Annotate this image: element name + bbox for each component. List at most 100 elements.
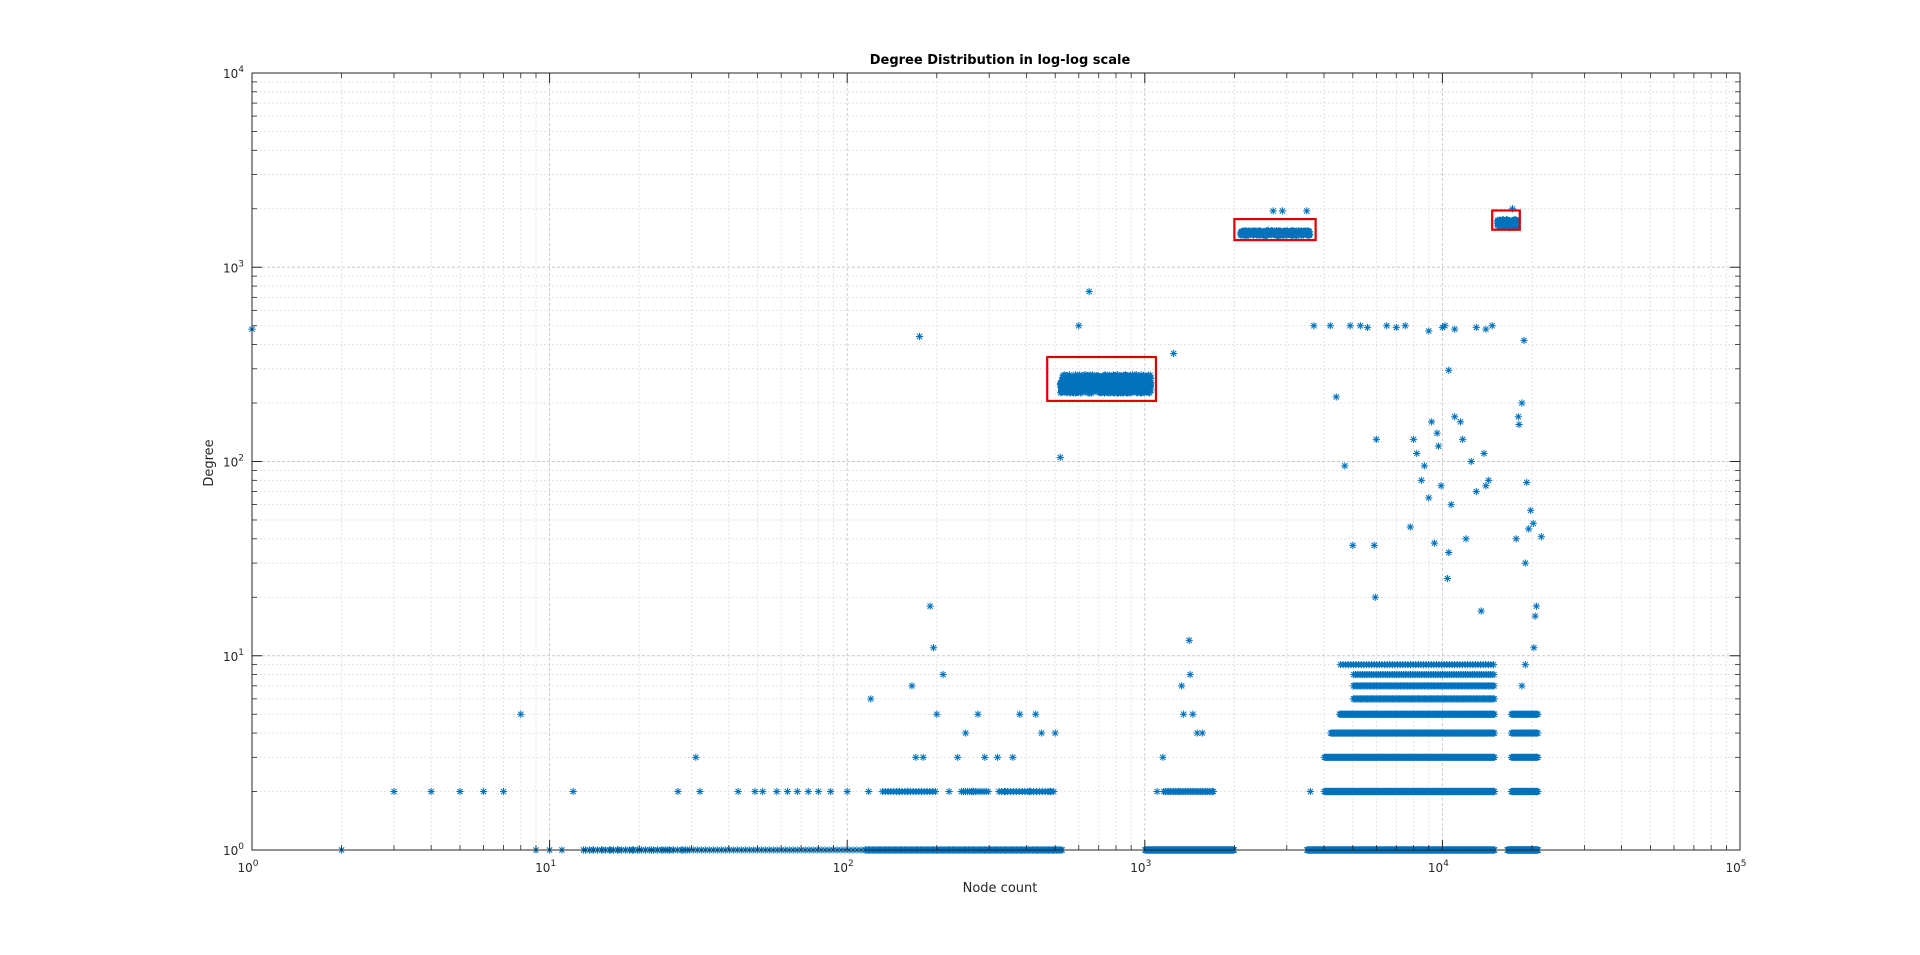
data-point: [945, 787, 953, 796]
data-point: [1185, 636, 1193, 644]
data-point: [1106, 377, 1115, 385]
data-point: [1066, 373, 1075, 381]
data-point: [1370, 541, 1378, 549]
data-point: [1383, 322, 1391, 330]
data-point: [1302, 229, 1310, 237]
data-point: [1271, 229, 1279, 238]
data-point: [931, 787, 939, 796]
y-tick-exponent: 2: [238, 454, 244, 464]
data-point: [1434, 442, 1443, 450]
data-point: [517, 710, 525, 718]
data-point: [1523, 478, 1531, 487]
data-point: [1059, 380, 1068, 388]
x-tick-exponent: 0: [253, 859, 259, 869]
data-point: [1537, 533, 1545, 541]
data-point: [1175, 787, 1183, 796]
data-point: [1096, 387, 1104, 395]
data-point: [1098, 388, 1106, 396]
y-tick-base: 10: [223, 650, 238, 664]
x-tick-base: 10: [1428, 861, 1443, 875]
data-point: [499, 787, 508, 796]
data-point: [1098, 373, 1106, 381]
data-point: [1534, 729, 1542, 737]
data-point: [1075, 381, 1083, 389]
data-point: [864, 787, 873, 796]
data-point: [969, 787, 977, 796]
data-point: [1237, 228, 1245, 236]
data-point: [1016, 710, 1024, 718]
data-point: [814, 787, 822, 796]
data-point: [933, 710, 941, 718]
y-tick-label: 104: [223, 65, 244, 81]
data-point: [1126, 389, 1134, 397]
x-tick-label: 105: [1725, 859, 1746, 875]
data-point: [1083, 384, 1091, 392]
data-point: [1252, 228, 1260, 236]
data-point: [1456, 418, 1465, 426]
data-point: [1332, 393, 1340, 401]
data-point: [1278, 207, 1287, 215]
data-point: [1186, 670, 1194, 679]
data-point: [1531, 612, 1539, 620]
data-point: [1512, 223, 1520, 231]
data-point: [1119, 382, 1127, 390]
data-point: [1346, 322, 1354, 330]
data-point: [1499, 221, 1508, 229]
x-tick-base: 10: [1725, 861, 1740, 875]
data-point: [1401, 322, 1409, 330]
data-point: [1490, 695, 1498, 703]
data-point: [1356, 322, 1364, 330]
data-point: [954, 753, 962, 761]
data-point: [751, 787, 759, 796]
x-tick-exponent: 2: [848, 859, 854, 869]
data-point: [1489, 661, 1498, 669]
data-point: [1079, 388, 1087, 396]
data-point: [1131, 381, 1139, 389]
y-tick-label: 102: [223, 454, 244, 470]
data-point: [1071, 381, 1079, 389]
data-point: [1425, 494, 1433, 502]
data-point: [1064, 385, 1072, 394]
data-point: [1110, 389, 1118, 397]
data-point: [1433, 429, 1441, 437]
data-point: [1264, 226, 1272, 234]
data-point: [1521, 661, 1529, 669]
data-point: [1504, 222, 1512, 230]
x-tick-exponent: 3: [1146, 859, 1152, 869]
data-point: [1138, 375, 1146, 383]
data-point: [1520, 336, 1528, 345]
data-point: [1508, 205, 1517, 213]
data-point: [1116, 387, 1124, 395]
data-point: [1248, 227, 1256, 235]
data-point: [1131, 371, 1139, 379]
data-point: [1089, 387, 1098, 395]
data-point: [1086, 388, 1094, 396]
data-point: [1141, 373, 1149, 381]
data-point: [479, 787, 488, 796]
data-point: [1326, 322, 1334, 330]
data-point: [569, 787, 577, 796]
data-point: [1482, 482, 1490, 490]
data-point: [1511, 221, 1519, 229]
data-point: [1295, 230, 1303, 238]
x-tick-exponent: 1: [550, 859, 556, 869]
data-point: [1072, 384, 1081, 392]
data-point: [1472, 487, 1480, 496]
tick-marks: [251, 72, 1741, 851]
x-tick-label: 102: [833, 859, 854, 875]
plot-area: [248, 72, 1741, 854]
data-point: [692, 753, 700, 761]
data-point: [1490, 753, 1498, 761]
data-point: [696, 787, 704, 796]
data-point: [1189, 710, 1197, 718]
data-point: [1297, 227, 1305, 235]
data-point: [1534, 787, 1542, 796]
data-point: [1089, 375, 1097, 383]
data-point: [1286, 228, 1294, 236]
x-tick-base: 10: [833, 861, 848, 875]
data-point: [1462, 535, 1470, 543]
data-point: [993, 753, 1002, 761]
data-point: [1128, 374, 1137, 383]
data-point: [904, 787, 912, 796]
